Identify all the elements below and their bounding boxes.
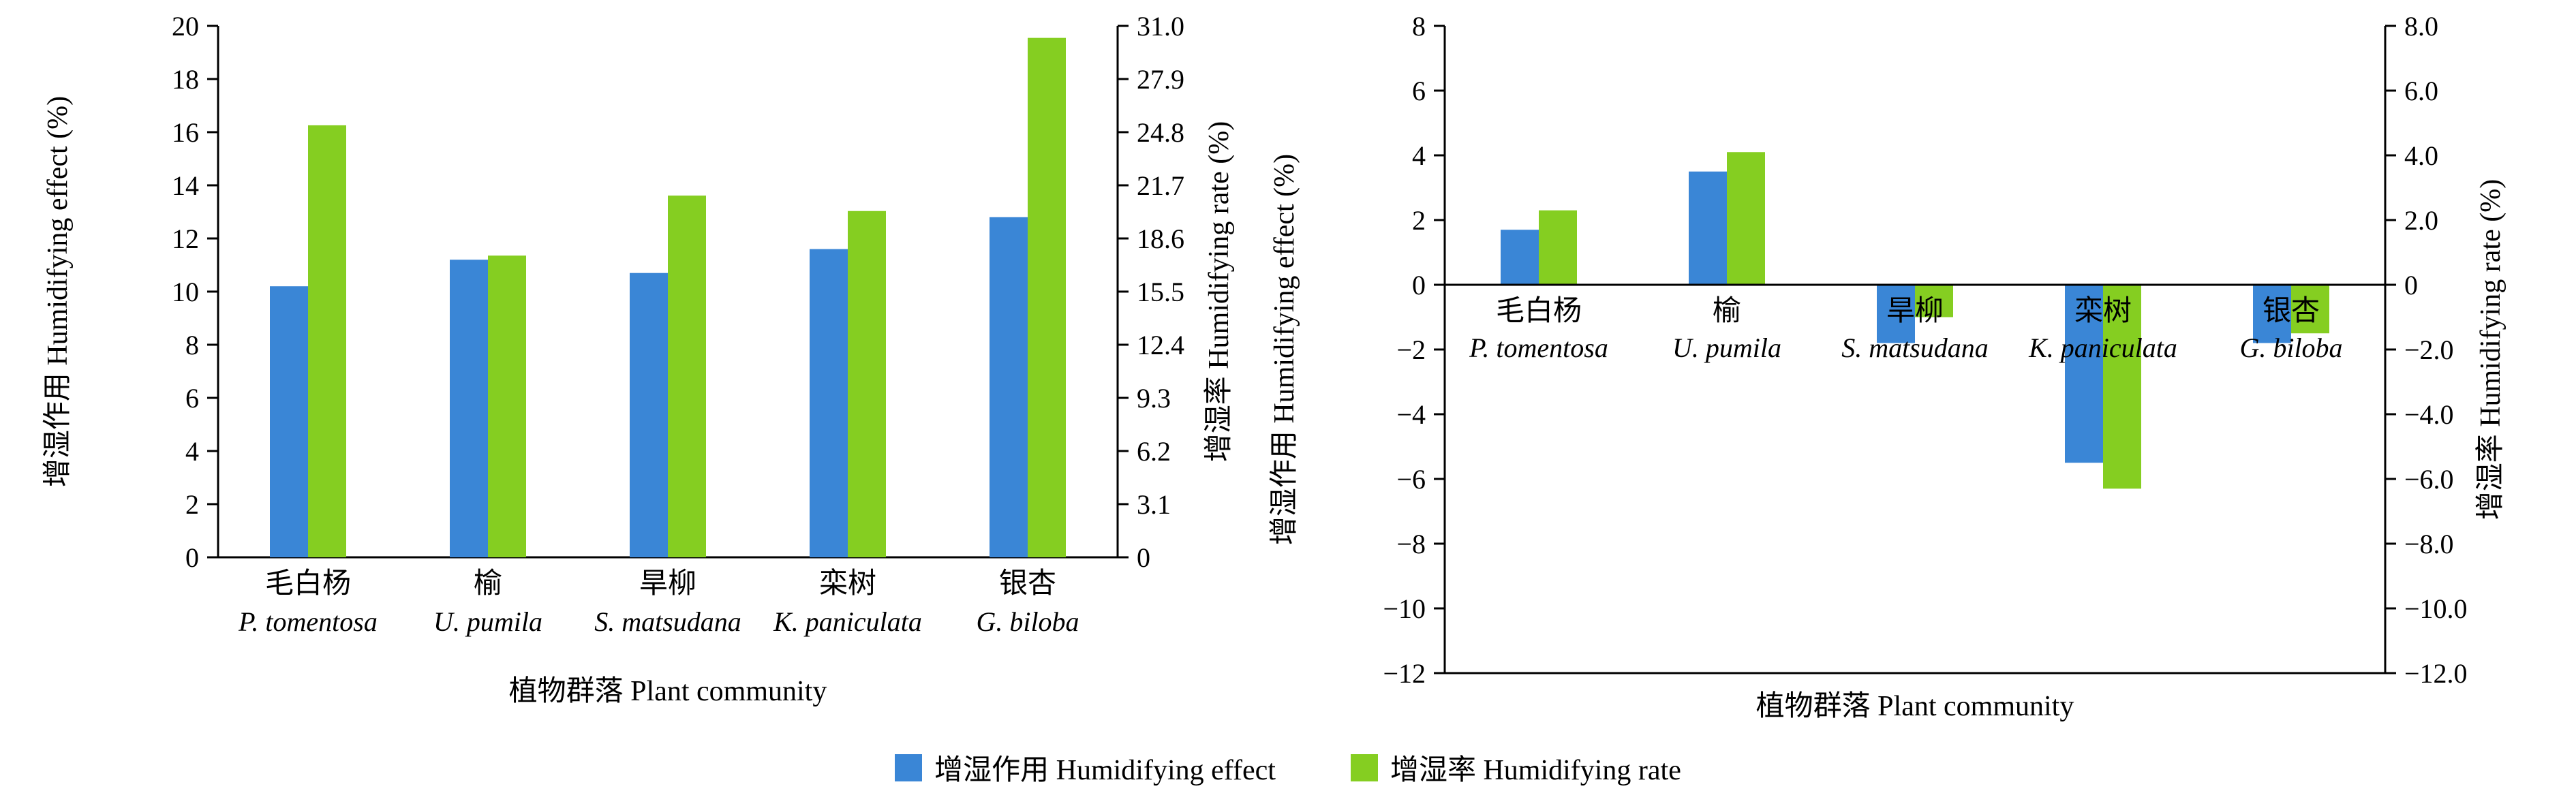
svg-text:P. tomentosa: P. tomentosa xyxy=(1469,332,1608,363)
legend-item-rate: 增湿率 Humidifying rate xyxy=(1350,747,1681,788)
svg-text:18: 18 xyxy=(172,64,199,95)
svg-text:−6: −6 xyxy=(1396,464,1426,495)
legend-label-effect: 增湿作用 Humidifying effect xyxy=(934,755,1276,786)
legend: 增湿作用 Humidifying effect 增湿率 Humidifying … xyxy=(0,747,2576,788)
svg-text:U. pumila: U. pumila xyxy=(1672,332,1781,363)
svg-text:2.0: 2.0 xyxy=(2404,205,2438,236)
svg-text:旱柳: 旱柳 xyxy=(639,568,696,600)
svg-text:旱柳: 旱柳 xyxy=(1886,296,1944,327)
svg-text:银杏: 银杏 xyxy=(999,568,1056,600)
svg-text:4: 4 xyxy=(185,436,199,467)
svg-text:榆: 榆 xyxy=(1713,296,1741,327)
svg-text:16: 16 xyxy=(172,117,199,148)
svg-text:−4: −4 xyxy=(1396,399,1426,430)
svg-text:增湿率 Humidifying rate (%): 增湿率 Humidifying rate (%) xyxy=(1203,121,1235,462)
svg-text:6.0: 6.0 xyxy=(2404,76,2438,106)
svg-text:3.1: 3.1 xyxy=(1137,489,1171,520)
svg-text:K. paniculata: K. paniculata xyxy=(2028,332,2177,363)
svg-text:增湿率 Humidifying rate (%): 增湿率 Humidifying rate (%) xyxy=(2474,179,2506,520)
svg-text:栾树: 栾树 xyxy=(819,568,876,600)
svg-text:8: 8 xyxy=(185,330,199,360)
svg-text:8.0: 8.0 xyxy=(2404,11,2438,42)
svg-text:6: 6 xyxy=(185,383,199,414)
svg-text:−12.0: −12.0 xyxy=(2404,658,2468,689)
legend-swatch-effect-icon xyxy=(895,753,923,781)
svg-text:K. paniculata: K. paniculata xyxy=(773,606,922,637)
svg-text:P. tomentosa: P. tomentosa xyxy=(238,606,378,637)
svg-text:栾树: 栾树 xyxy=(2074,295,2132,327)
svg-text:−10.0: −10.0 xyxy=(2404,593,2468,624)
svg-text:S. matsudana: S. matsudana xyxy=(1841,332,1989,363)
svg-text:12: 12 xyxy=(172,223,199,254)
svg-text:0: 0 xyxy=(1412,270,1426,300)
svg-text:21.7: 21.7 xyxy=(1137,170,1184,201)
svg-text:10: 10 xyxy=(172,277,199,307)
svg-text:−8.0: −8.0 xyxy=(2404,529,2454,559)
svg-text:−6.0: −6.0 xyxy=(2404,464,2454,495)
svg-text:27.9: 27.9 xyxy=(1137,64,1184,95)
svg-text:24.8: 24.8 xyxy=(1137,117,1184,148)
svg-text:4: 4 xyxy=(1412,140,1426,171)
svg-text:6: 6 xyxy=(1412,76,1426,106)
svg-text:毛白杨: 毛白杨 xyxy=(1496,296,1582,327)
svg-text:12.4: 12.4 xyxy=(1137,330,1184,360)
svg-text:0: 0 xyxy=(1137,542,1150,573)
svg-text:−4.0: −4.0 xyxy=(2404,399,2454,430)
svg-text:31.0: 31.0 xyxy=(1137,11,1184,42)
svg-text:植物群落 Plant community: 植物群落 Plant community xyxy=(509,676,827,707)
svg-text:15.5: 15.5 xyxy=(1137,277,1184,307)
svg-text:9.3: 9.3 xyxy=(1137,383,1171,414)
chart-humidifying-absolute: 0 2 4 6 8 10 12 14 16 18 20 0 3.1 6.2 9.3 12.4 15.5 18.6 2… xyxy=(42,11,1235,707)
svg-text:银杏: 银杏 xyxy=(2263,296,2320,327)
legend-swatch-rate-icon xyxy=(1350,753,1378,781)
svg-text:增湿作用 Humidifying effect (%): 增湿作用 Humidifying effect (%) xyxy=(42,96,74,487)
svg-text:−8: −8 xyxy=(1396,529,1426,559)
svg-text:14: 14 xyxy=(172,170,199,201)
svg-text:植物群落 Plant community: 植物群落 Plant community xyxy=(1756,691,2074,722)
svg-text:毛白杨: 毛白杨 xyxy=(265,568,351,600)
svg-text:−2: −2 xyxy=(1396,335,1426,365)
svg-text:6.2: 6.2 xyxy=(1137,436,1171,467)
svg-text:4.0: 4.0 xyxy=(2404,140,2438,171)
svg-text:−10: −10 xyxy=(1383,593,1426,624)
svg-text:2: 2 xyxy=(185,489,199,520)
svg-text:S. matsudana: S. matsudana xyxy=(594,606,741,637)
chart-humidifying-change: −12 −10 −8 −6 −4 −2 0 2 4 6 8 −12.0 −10.0 −8.0 −6.0 −4.… xyxy=(1269,11,2506,722)
svg-text:−2.0: −2.0 xyxy=(2404,335,2454,365)
svg-text:榆: 榆 xyxy=(474,568,502,600)
svg-text:20: 20 xyxy=(172,11,199,42)
legend-label-rate: 增湿率 Humidifying rate xyxy=(1390,755,1681,786)
svg-text:0: 0 xyxy=(2404,270,2418,300)
svg-text:18.6: 18.6 xyxy=(1137,223,1184,254)
svg-text:U. pumila: U. pumila xyxy=(433,606,542,637)
legend-item-effect: 增湿作用 Humidifying effect xyxy=(895,747,1276,788)
svg-text:G. biloba: G. biloba xyxy=(976,606,1079,637)
svg-text:G. biloba: G. biloba xyxy=(2239,332,2342,363)
svg-text:增湿作用 Humidifying effect (%): 增湿作用 Humidifying effect (%) xyxy=(1269,154,1300,545)
svg-text:2: 2 xyxy=(1412,205,1426,236)
svg-text:8: 8 xyxy=(1412,11,1426,42)
svg-text:0: 0 xyxy=(185,542,199,573)
svg-text:−12: −12 xyxy=(1383,658,1426,689)
